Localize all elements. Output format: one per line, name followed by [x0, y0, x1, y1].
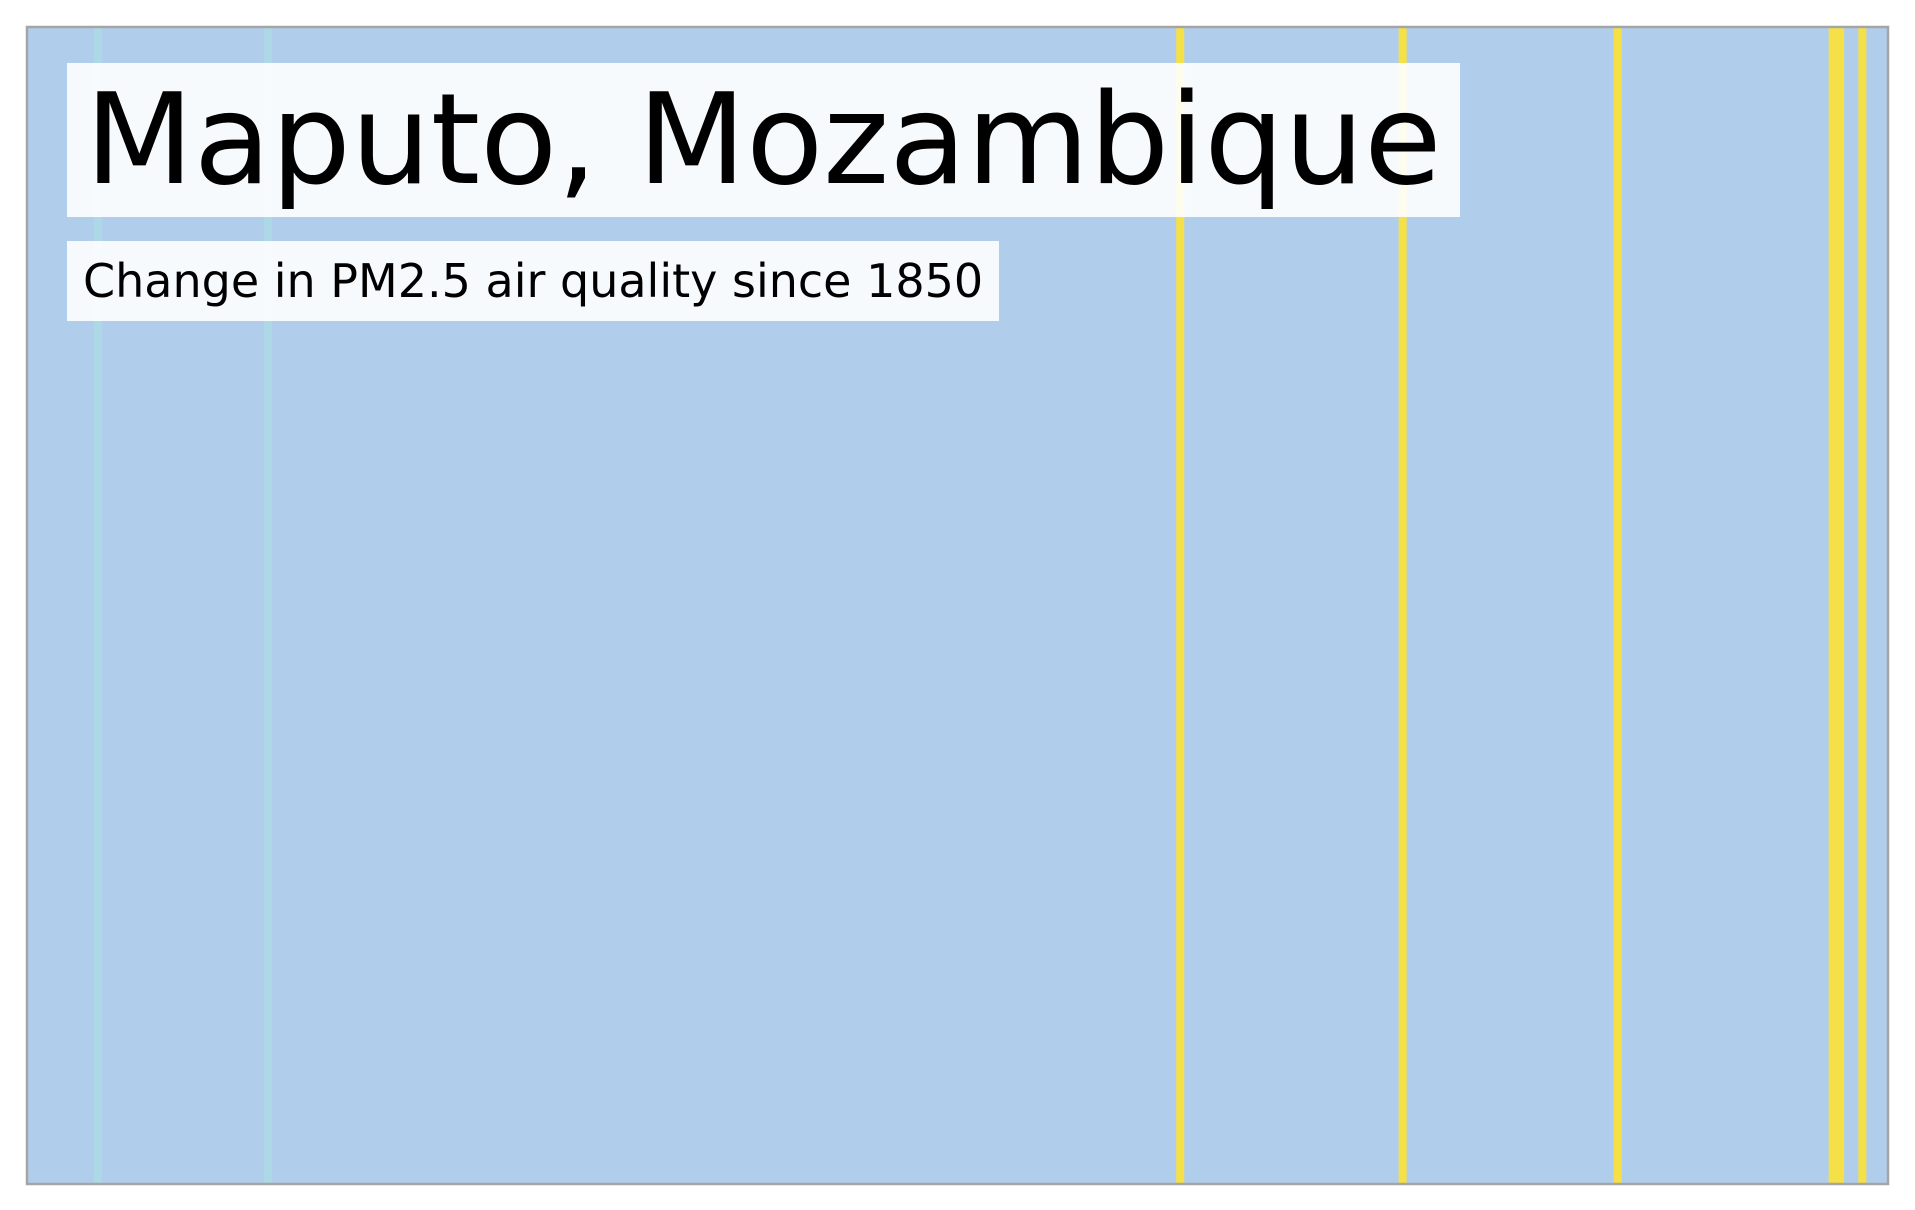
stripe-2093	[1828, 27, 1837, 1184]
chart-subtitle: Change in PM2.5 air quality since 1850	[83, 254, 984, 308]
stripes-group	[93, 27, 1867, 1184]
stripe-2005	[1176, 27, 1185, 1184]
plot-frame	[25, 25, 1890, 1186]
stripe-2035	[1398, 27, 1407, 1184]
chart-subtitle-box: Change in PM2.5 air quality since 1850	[67, 241, 1000, 321]
stripe-1882	[264, 27, 273, 1184]
chart-title-box: Maputo, Mozambique	[67, 63, 1460, 217]
chart-title: Maputo, Mozambique	[85, 66, 1442, 213]
plot-background	[27, 27, 1888, 1184]
stripe-2064	[1613, 27, 1622, 1184]
stripe-2097	[1858, 27, 1867, 1184]
stripe-2094	[1836, 27, 1845, 1184]
stripe-1859	[93, 27, 102, 1184]
